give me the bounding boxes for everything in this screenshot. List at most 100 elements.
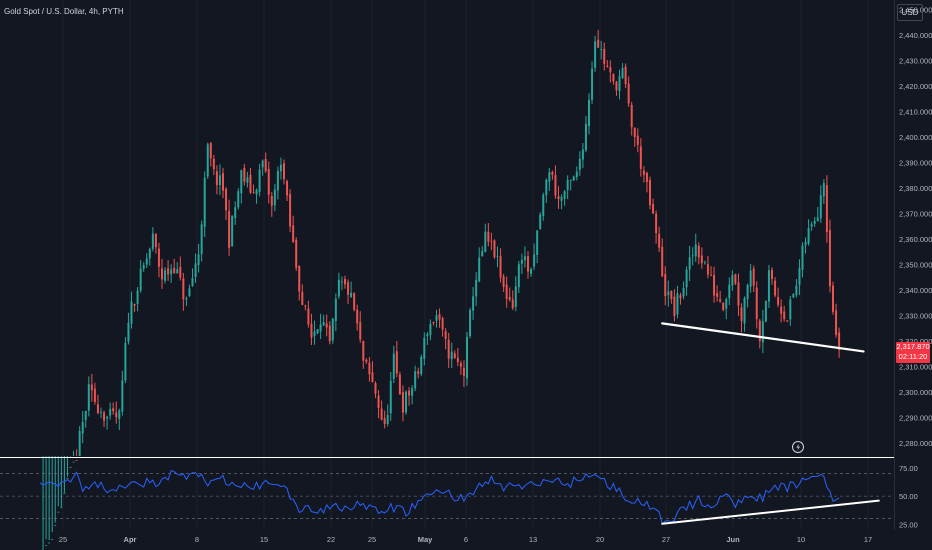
candle-body (713, 275, 716, 296)
candle-body (118, 410, 121, 419)
candle-body (200, 224, 203, 255)
price-axis[interactable]: 2,280.000 2,290.000 2,300.000 2,310.000 2,32… (899, 6, 932, 449)
candle-body (405, 391, 407, 413)
candle-body (389, 380, 392, 414)
candle-body (408, 390, 411, 396)
candle-body (514, 286, 517, 307)
rsi-axis[interactable]: 25.00 50.00 75.00 (899, 464, 918, 529)
candle-body (566, 179, 569, 191)
candle-body (218, 175, 221, 185)
candle-body (496, 255, 499, 257)
candle-body (173, 267, 176, 274)
candle-body (444, 331, 447, 340)
candle-body (722, 302, 725, 311)
currency-button[interactable]: USD (897, 4, 923, 21)
candle-body (130, 301, 133, 324)
candle-body (286, 181, 289, 196)
candle-body (340, 281, 343, 283)
time-axis-label: May (418, 535, 433, 544)
candle-body (749, 270, 752, 287)
candle-body (505, 284, 508, 299)
candle-body (121, 380, 124, 412)
price-axis-label: 2,300.000 (899, 388, 932, 397)
symbol-title[interactable]: Gold Spot / U.S. Dollar, 4h, PYTH (4, 7, 124, 16)
candle-body (603, 48, 606, 64)
candle-body (554, 175, 557, 196)
candle-body (313, 331, 316, 337)
candle-body (487, 231, 490, 242)
candle-body (447, 339, 450, 359)
candle-body (774, 280, 777, 296)
price-trendline (661, 322, 865, 353)
candle-body (737, 282, 740, 306)
candle-body (536, 230, 539, 255)
candle-body (627, 83, 630, 104)
last-price-tag: 2,317.870 02:11:20 (896, 342, 930, 363)
candle-body (170, 269, 173, 275)
candle-body (600, 49, 603, 51)
candle-body (670, 291, 673, 299)
candle-body (212, 158, 215, 170)
candle-body (127, 322, 130, 342)
candle-body (453, 353, 456, 359)
candle-body (145, 258, 148, 265)
candle-body (203, 177, 206, 227)
candle-body (429, 323, 432, 336)
candle-body (75, 460, 78, 461)
candle-body (511, 299, 514, 309)
candle-body (798, 268, 801, 285)
candle-body (581, 149, 584, 160)
candle-body (828, 230, 831, 287)
candle-body (621, 68, 624, 78)
candle-body (786, 320, 789, 322)
candle-body (322, 322, 325, 326)
candle-body (466, 336, 468, 379)
candle-body (612, 73, 615, 82)
lightning-icon[interactable] (792, 441, 804, 453)
candle-body (697, 245, 700, 258)
candle-body (154, 234, 157, 248)
candle-body (767, 270, 770, 302)
candle-body (649, 179, 651, 206)
candle-body (633, 127, 636, 137)
candle-body (228, 211, 231, 248)
candle-body (240, 170, 243, 194)
candle-body (533, 254, 536, 267)
candle-body (307, 308, 310, 325)
candle-body (72, 461, 75, 463)
time-axis[interactable]: 25 Apr 8 15 22 25 May 6 13 20 27 Jun 10 17 (59, 535, 872, 544)
candle-body (478, 257, 481, 282)
candle-body (60, 507, 63, 509)
candle-body (243, 167, 246, 182)
candle-body (557, 196, 560, 200)
candlestick-series (42, 29, 841, 550)
candle-body (642, 170, 645, 175)
candle-body (764, 301, 767, 322)
candle-body (182, 278, 185, 300)
candle-body (377, 395, 380, 408)
candle-body (386, 415, 389, 425)
candle-body (401, 392, 404, 413)
candle-body (639, 146, 642, 169)
time-axis-label: 8 (195, 535, 199, 544)
candle-body (609, 66, 612, 73)
rsi-axis-label: 50.00 (899, 492, 918, 501)
candle-body (560, 196, 563, 201)
candle-body (139, 268, 142, 291)
candle-body (441, 318, 444, 330)
candle-body (469, 310, 472, 337)
candle-body (569, 179, 572, 181)
candle-body (810, 224, 813, 227)
candle-body (658, 233, 661, 248)
candle-body (630, 104, 633, 128)
candle-body (703, 262, 706, 264)
candle-body (523, 256, 526, 261)
candle-body (148, 248, 151, 259)
candle-body (490, 240, 493, 242)
candle-body (426, 334, 429, 337)
candle-body (380, 408, 383, 420)
candle-body (295, 239, 298, 268)
rsi-line (39, 469, 840, 525)
candle-body (362, 340, 365, 361)
